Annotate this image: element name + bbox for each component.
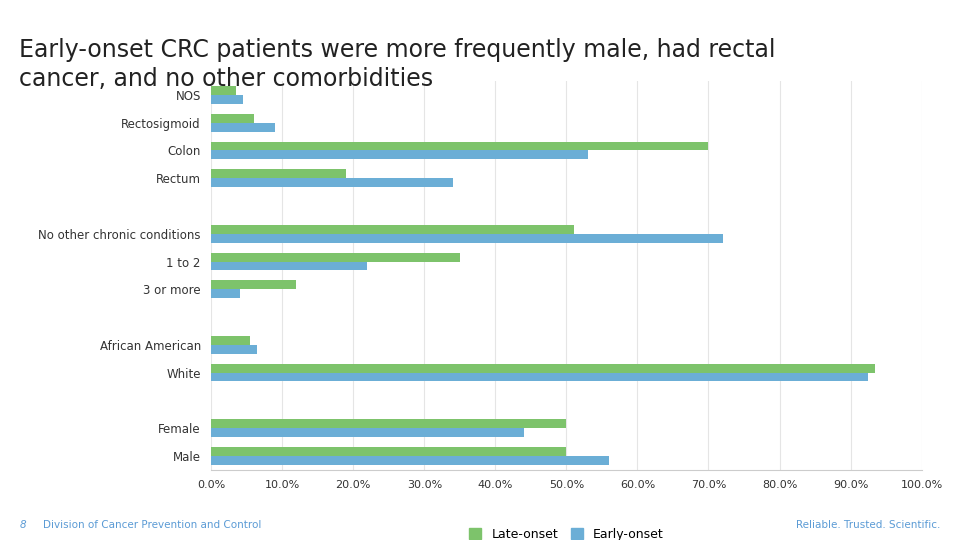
Bar bbox=[211, 289, 240, 298]
Legend: Late-onset, Early-onset: Late-onset, Early-onset bbox=[464, 523, 669, 540]
Bar bbox=[211, 178, 453, 187]
Bar bbox=[211, 280, 297, 289]
Bar bbox=[211, 345, 257, 354]
Bar bbox=[211, 419, 566, 428]
Bar bbox=[211, 253, 460, 261]
Text: Division of Cancer Prevention and Control: Division of Cancer Prevention and Contro… bbox=[43, 520, 261, 530]
Text: Reliable. Trusted. Scientific.: Reliable. Trusted. Scientific. bbox=[797, 520, 941, 530]
Bar bbox=[211, 114, 253, 123]
Bar bbox=[211, 151, 588, 159]
Bar bbox=[211, 234, 723, 242]
Bar bbox=[211, 373, 868, 381]
Text: 8: 8 bbox=[19, 520, 26, 530]
Bar bbox=[211, 86, 236, 95]
Bar bbox=[211, 428, 524, 437]
Bar bbox=[211, 336, 251, 345]
Bar bbox=[211, 123, 276, 132]
Bar bbox=[211, 170, 347, 178]
Text: Early-onset CRC patients were more frequently male, had rectal
cancer, and no ot: Early-onset CRC patients were more frequ… bbox=[19, 38, 776, 91]
Bar bbox=[211, 95, 243, 104]
Bar bbox=[211, 447, 566, 456]
Bar bbox=[211, 141, 708, 151]
Bar bbox=[211, 261, 368, 271]
Bar bbox=[211, 456, 609, 465]
Bar bbox=[211, 225, 573, 234]
Bar bbox=[211, 364, 876, 373]
